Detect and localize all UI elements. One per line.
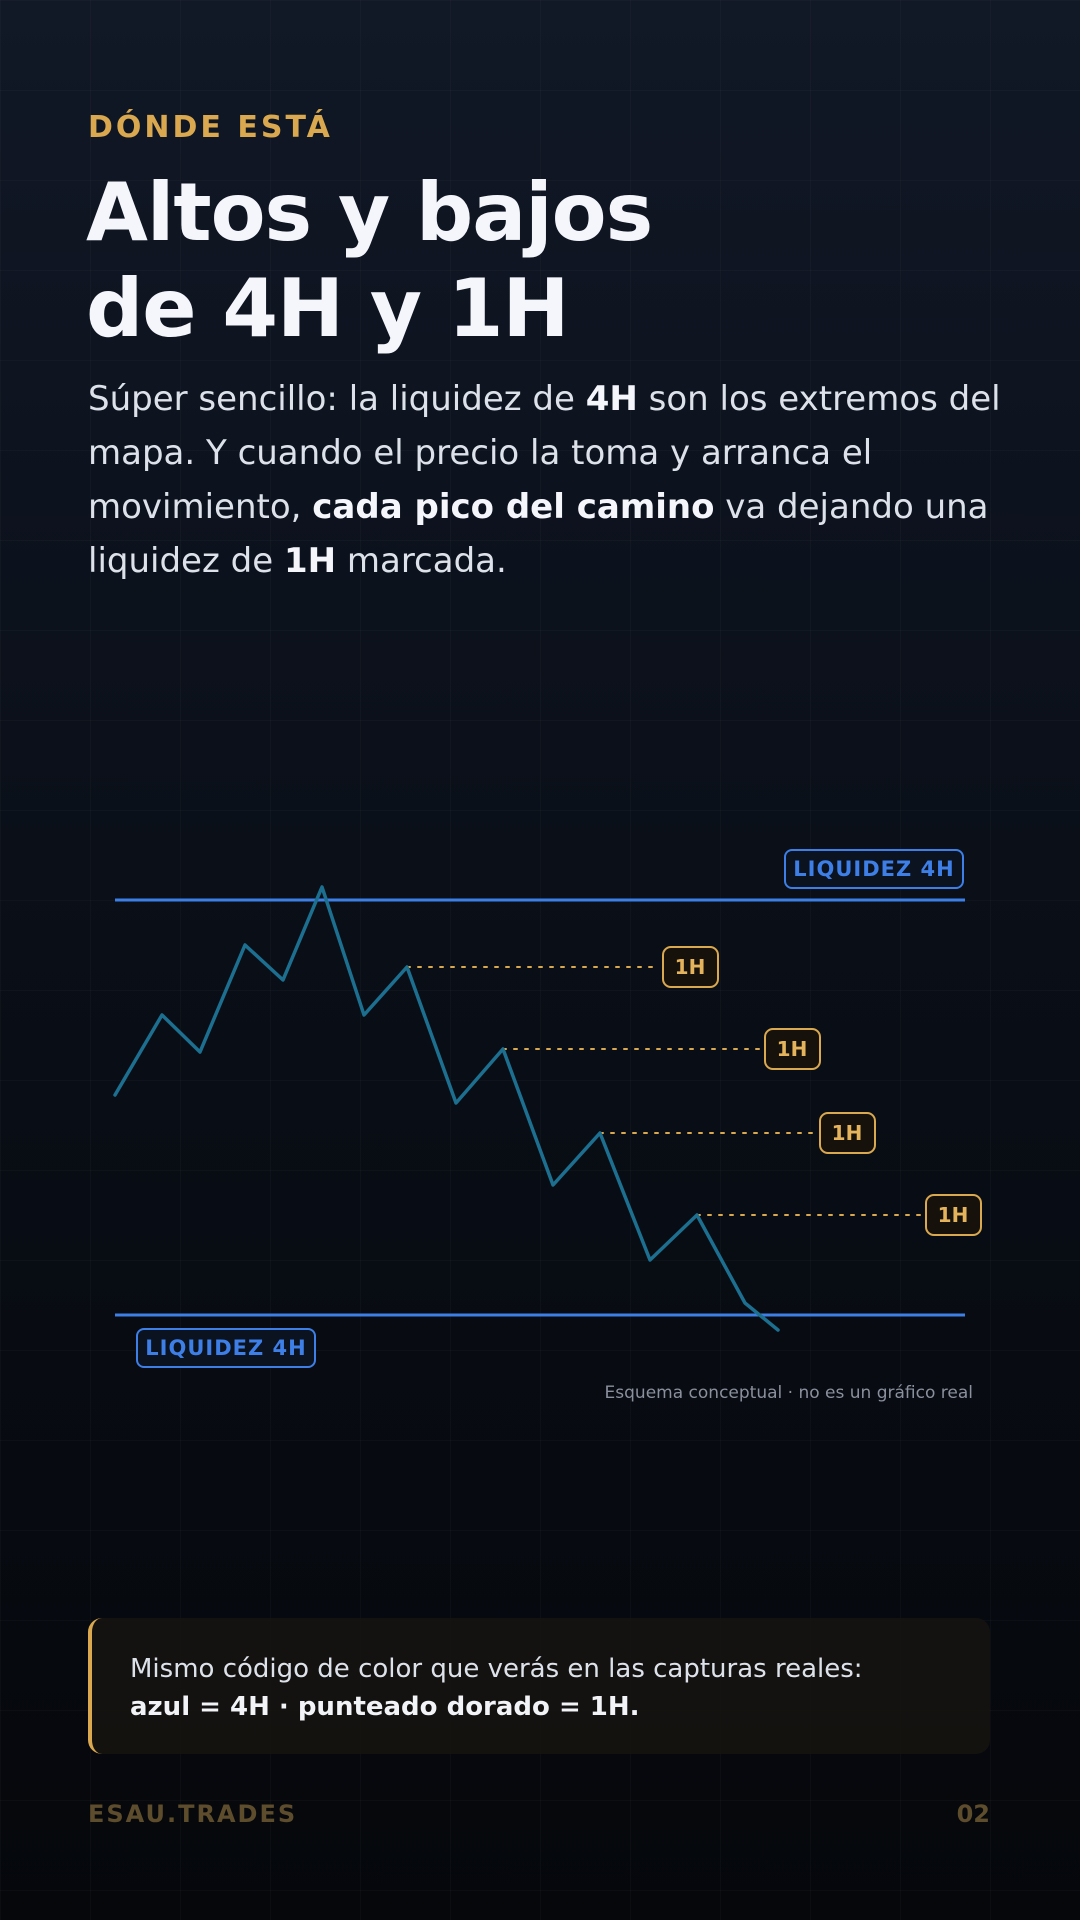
liquidity-1h-tag	[819, 1112, 876, 1154]
diagram-note: Esquema conceptual · no es un gráfico re…	[605, 1383, 973, 1403]
liquidity-1h-label: 1H	[832, 1121, 863, 1145]
title-line-2: de 4H y 1H	[86, 262, 569, 355]
page-number: 02	[956, 1800, 990, 1828]
intro-text: marcada.	[336, 541, 507, 581]
color-code-callout: Mismo código de color que verás en las c…	[88, 1618, 990, 1754]
title-line-1: Altos y bajos	[86, 166, 653, 259]
liquidity-1h-tag	[925, 1194, 982, 1236]
liquidity-4h-top-tag	[784, 849, 964, 889]
callout-line-1: Mismo código de color que verás en las c…	[130, 1654, 863, 1684]
intro-paragraph: Súper sencillo: la liquidez de 4H son lo…	[88, 372, 1008, 588]
eyebrow-label: DÓNDE ESTÁ	[88, 110, 333, 145]
callout-line-2: azul = 4H · punteado dorado = 1H.	[130, 1692, 640, 1722]
price-path	[113, 885, 780, 1332]
liquidity-diagram: LIQUIDEZ 4H LIQUIDEZ 4H 1H 1H 1H 1H Esqu…	[113, 849, 982, 1403]
liquidity-1h-label: 1H	[675, 955, 706, 979]
intro-text: Súper sencillo: la liquidez de	[88, 379, 586, 419]
liquidity-1h-label: 1H	[938, 1203, 969, 1227]
intro-bold-1h: 1H	[283, 541, 337, 581]
page-title: Altos y bajos de 4H y 1H	[86, 165, 653, 357]
intro-bold-peak: cada pico del camino	[312, 487, 715, 527]
intro-text: va dejando una liquidez de	[88, 487, 989, 581]
liquidity-4h-bottom-label: LIQUIDEZ 4H	[145, 1336, 306, 1360]
brand-handle: ESAU.TRADES	[88, 1800, 298, 1828]
liquidity-1h-tag	[764, 1028, 821, 1070]
liquidity-4h-top-label: LIQUIDEZ 4H	[793, 857, 954, 881]
liquidity-1h-tag	[662, 946, 719, 988]
intro-text: son los extremos del mapa. Y cuando el p…	[88, 379, 1001, 527]
liquidity-4h-bottom-tag	[136, 1328, 316, 1368]
liquidity-1h-label: 1H	[777, 1037, 808, 1061]
intro-bold-4h: 4H	[585, 379, 638, 419]
